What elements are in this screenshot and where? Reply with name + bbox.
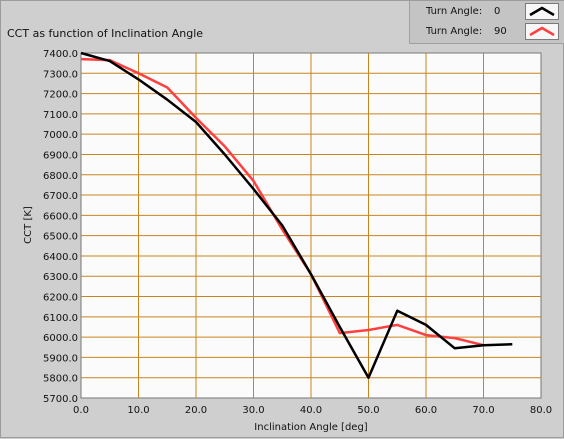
x-tick-labels: 0.0 10.0 20.0 30.0 40.0 50.0 60.0 70.0 80.0	[73, 405, 552, 416]
chart-title: CCT as function of Inclination Angle	[7, 27, 204, 40]
y-tick-label: 6100.0	[43, 313, 78, 324]
y-tick-label: 7200.0	[43, 90, 78, 101]
y-tick-label: 5700.0	[43, 394, 78, 405]
x-tick-label: 50.0	[357, 405, 379, 416]
y-axis-label: CCT [K]	[23, 206, 34, 244]
legend-swatch-icon[interactable]	[525, 3, 559, 20]
legend-label: Turn Angle:	[426, 26, 483, 37]
y-tick-label: 7300.0	[43, 69, 78, 80]
legend-entry-series-1: Turn Angle: 90	[410, 22, 564, 42]
x-axis-label: Inclination Angle [deg]	[254, 422, 368, 433]
legend-line-icon	[529, 26, 555, 37]
x-tick-label: 80.0	[530, 405, 552, 416]
y-tick-label: 5800.0	[43, 374, 78, 385]
y-tick-labels: 5700.0 5800.0 5900.0 6000.0 6100.0 6200.0 6300…	[43, 49, 78, 405]
y-tick-label: 5900.0	[43, 353, 78, 364]
y-tick-label: 6300.0	[43, 272, 78, 283]
x-tick-label: 0.0	[73, 405, 89, 416]
y-tick-label: 7100.0	[43, 110, 78, 121]
legend-value: 90	[494, 26, 507, 37]
series-line-0	[80, 51, 513, 379]
x-tick-label: 40.0	[300, 405, 322, 416]
series-layer	[80, 51, 513, 379]
y-tick-label: 6200.0	[43, 293, 78, 304]
x-tick-label: 60.0	[415, 405, 437, 416]
grid-lines	[81, 53, 541, 398]
legend-value: 0	[494, 6, 501, 17]
y-tick-label: 6700.0	[43, 191, 78, 202]
y-tick-label: 6600.0	[43, 211, 78, 222]
y-tick-label: 6000.0	[43, 333, 78, 344]
series-line-1	[80, 57, 484, 347]
legend-entry-series-0: Turn Angle: 0	[410, 2, 564, 22]
y-tick-label: 6900.0	[43, 150, 78, 161]
legend: Turn Angle: 0 Turn Angle: 90	[409, 1, 564, 44]
x-tick-label: 20.0	[185, 405, 207, 416]
legend-label: Turn Angle:	[426, 6, 483, 17]
legend-line-icon	[529, 6, 555, 17]
y-tick-label: 7000.0	[43, 130, 78, 141]
x-tick-label: 30.0	[242, 405, 264, 416]
y-tick-label: 6500.0	[43, 232, 78, 243]
y-tick-label: 7400.0	[43, 49, 78, 60]
x-tick-label: 10.0	[127, 405, 149, 416]
y-tick-label: 6400.0	[43, 252, 78, 263]
legend-swatch-icon[interactable]	[525, 23, 559, 40]
x-tick-label: 70.0	[472, 405, 494, 416]
y-tick-label: 6800.0	[43, 171, 78, 182]
